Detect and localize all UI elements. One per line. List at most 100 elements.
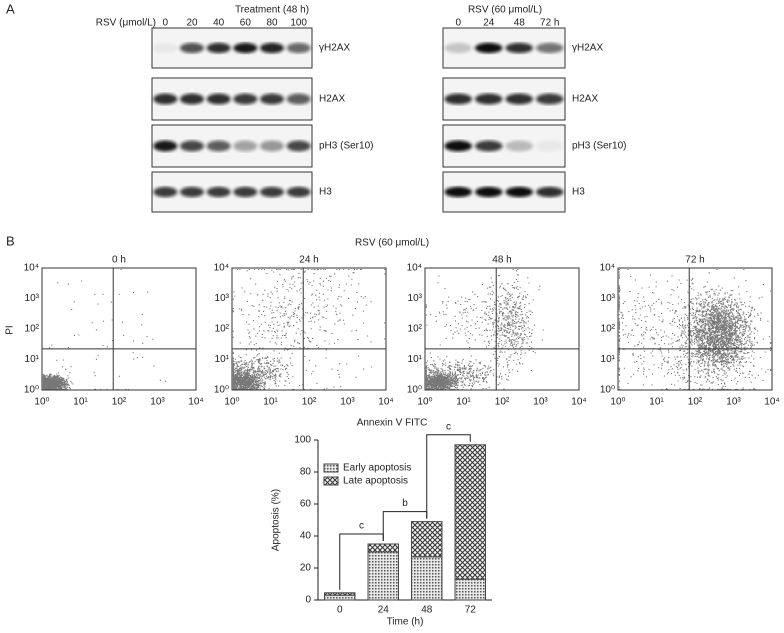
x-tick-label: 10¹ xyxy=(73,397,88,408)
band xyxy=(475,186,503,198)
bar-segment xyxy=(367,543,399,553)
plot-frame xyxy=(231,267,387,391)
bar-segment xyxy=(411,556,443,601)
band xyxy=(153,42,178,54)
band xyxy=(260,42,284,54)
bar-segment xyxy=(454,578,486,601)
band xyxy=(260,186,284,198)
y-tick-label: 10³ xyxy=(25,293,40,304)
band xyxy=(206,93,231,105)
x-tick-label: 10² xyxy=(688,397,703,408)
band xyxy=(180,140,204,152)
band xyxy=(260,93,284,105)
band xyxy=(233,93,258,105)
band xyxy=(536,140,564,152)
blot-frame xyxy=(151,124,313,168)
y-tick-label: 0 xyxy=(305,595,311,606)
band xyxy=(233,186,258,198)
band xyxy=(505,42,533,54)
band xyxy=(153,140,178,152)
significance-label: c xyxy=(359,521,364,532)
band xyxy=(180,93,204,105)
band xyxy=(444,186,472,198)
band xyxy=(505,93,533,105)
band xyxy=(286,93,311,105)
y-tick-label: 10⁰ xyxy=(214,385,229,396)
band xyxy=(206,140,231,152)
bar-segment xyxy=(454,444,486,580)
lane-label: 72 h xyxy=(540,18,559,29)
plot-title: 24 h xyxy=(299,255,318,266)
y-tick-label: 10⁴ xyxy=(407,263,422,274)
flow-y-label: PI xyxy=(5,325,16,334)
band xyxy=(233,42,258,54)
protein-label: pH3 (Ser10) xyxy=(572,141,626,152)
blot-frame xyxy=(151,77,313,121)
event-cloud xyxy=(425,268,544,390)
protein-label: γH2AX xyxy=(572,43,603,54)
band xyxy=(444,42,472,54)
band xyxy=(153,186,178,198)
y-tick-label: 10⁰ xyxy=(407,385,422,396)
band xyxy=(505,186,533,198)
lane-label: 20 xyxy=(186,18,198,29)
plot-title: 48 h xyxy=(492,255,511,266)
x-tick-label: 10³ xyxy=(726,397,741,408)
x-tick-label: 10³ xyxy=(340,397,355,408)
plot-frame xyxy=(41,267,197,391)
y-tick-label: 10⁰ xyxy=(24,385,39,396)
plot-frame xyxy=(424,267,580,391)
y-tick-label: 10² xyxy=(408,324,423,335)
protein-label: H3 xyxy=(572,187,585,198)
x-tick-label: 10¹ xyxy=(263,397,278,408)
bar-segment xyxy=(367,551,399,601)
y-tick-label: 10³ xyxy=(408,293,423,304)
event-cloud xyxy=(618,268,772,390)
band xyxy=(286,42,311,54)
x-tick-label: 10⁴ xyxy=(378,397,393,408)
lane-label: 80 xyxy=(266,18,278,29)
band xyxy=(180,186,204,198)
y-tick-label: 10³ xyxy=(215,293,230,304)
time-title: RSV (60 μmol/L) xyxy=(468,5,542,16)
protein-label: H3 xyxy=(319,187,332,198)
protein-label: pH3 (Ser10) xyxy=(319,141,373,152)
protein-label: γH2AX xyxy=(319,43,350,54)
lane-label: 100 xyxy=(290,18,307,29)
band xyxy=(475,93,503,105)
event-cloud xyxy=(232,268,386,390)
protein-label: H2AX xyxy=(572,94,598,105)
y-tick-label: 10⁴ xyxy=(600,263,615,274)
legend-swatch xyxy=(323,463,339,473)
x-tick-label: 48 xyxy=(421,605,433,616)
y-tick-label: 10² xyxy=(215,324,230,335)
x-tick-label: 72 xyxy=(465,605,477,616)
y-tick-label: 80 xyxy=(300,467,312,478)
x-tick-label: 10⁰ xyxy=(417,397,432,408)
x-tick-label: 10² xyxy=(302,397,317,408)
band xyxy=(153,93,178,105)
x-tick-label: 10⁰ xyxy=(224,397,239,408)
y-tick-label: 10³ xyxy=(601,293,616,304)
band xyxy=(475,140,503,152)
lane-label: 40 xyxy=(213,18,225,29)
dose-title: Treatment (48 h) xyxy=(235,5,309,16)
band xyxy=(206,42,231,54)
y-tick-label: 10⁰ xyxy=(600,385,615,396)
x-tick-label: 10¹ xyxy=(456,397,471,408)
band xyxy=(444,93,472,105)
event-cloud xyxy=(42,268,167,390)
x-axis-label: Time (h) xyxy=(387,617,424,628)
y-tick-label: 100 xyxy=(294,435,311,446)
band xyxy=(233,140,258,152)
panel-label: A xyxy=(6,1,15,16)
x-tick-label: 0 xyxy=(337,605,343,616)
y-tick-label: 20 xyxy=(300,563,312,574)
legend-label: Late apoptosis xyxy=(343,476,408,487)
significance-label: b xyxy=(402,498,408,509)
blot-frame xyxy=(151,27,313,69)
lane-label: 0 xyxy=(163,18,169,29)
y-tick-label: 10¹ xyxy=(408,354,423,365)
protein-label: H2AX xyxy=(319,94,345,105)
dose-axis-label: RSV (μmol/L) xyxy=(96,18,156,29)
